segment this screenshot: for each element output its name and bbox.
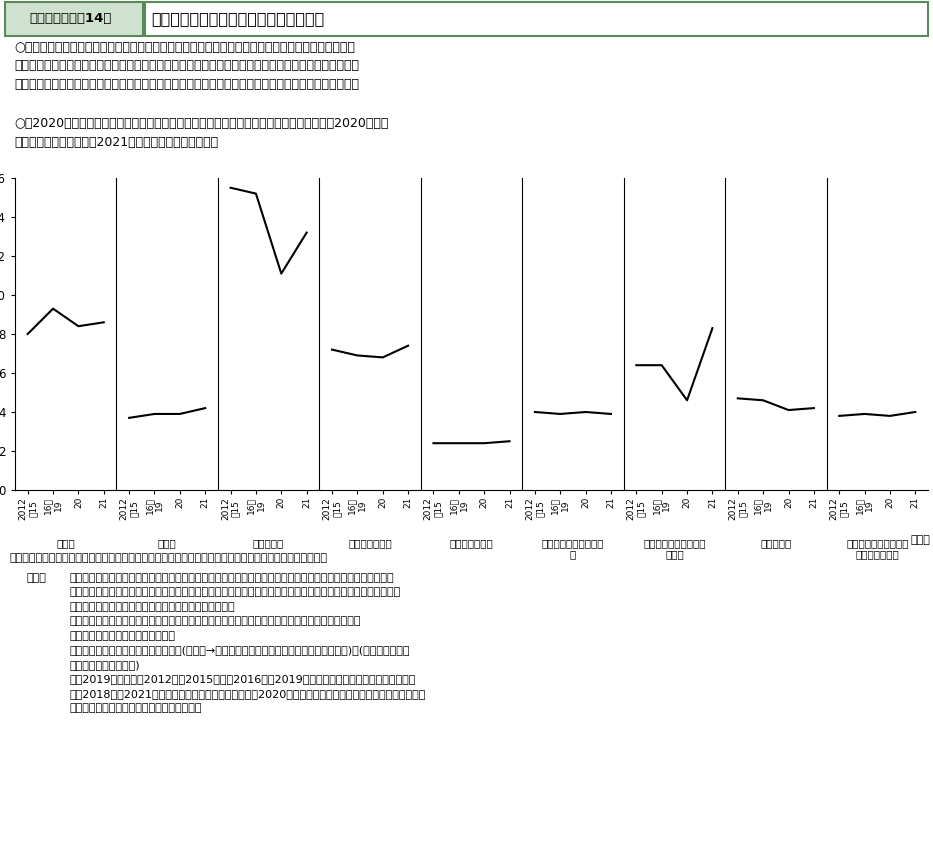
Text: 運輸業，郵便業: 運輸業，郵便業 bbox=[348, 538, 392, 548]
Bar bbox=[5, 2, 143, 36]
Text: サービス業（他に分類
されないもの）: サービス業（他に分類 されないもの） bbox=[846, 538, 909, 560]
Text: Ａ産業からＢ産業への移動性向＝(Ａ産業→Ｂ産業への転職者数／Ａ産業からの転職者数)／(Ｂ産業への転職: Ａ産業からＢ産業への移動性向＝(Ａ産業→Ｂ産業への転職者数／Ａ産業からの転職者数… bbox=[70, 645, 411, 656]
Text: ことで、Ａ産業からＢ産業へどの程度移動しやすいか（しにくいか）を示す指標であり、１を超えていると: ことで、Ａ産業からＢ産業へどの程度移動しやすいか（しにくいか）を示す指標であり、… bbox=[70, 588, 401, 598]
Text: 者数／総転職者数): 者数／総転職者数) bbox=[70, 660, 141, 670]
Text: １）労働移動性向は、Ａ産業からＢ産業への移動確率と、転職者全体のうちのＢ産業への移動確率の比を取る: １）労働移動性向は、Ａ産業からＢ産業への移動確率と、転職者全体のうちのＢ産業への… bbox=[70, 573, 395, 583]
Text: 医療，福祉: 医療，福祉 bbox=[760, 538, 791, 548]
Text: ２）移動性向は以下のように算出。: ２）移動性向は以下のように算出。 bbox=[70, 631, 176, 641]
Text: 情報通信業: 情報通信業 bbox=[253, 538, 285, 548]
Text: なお、転職者とは、就業者のうち前職のある者で、過去１年間に離職を経験した者をいう。: なお、転職者とは、就業者のうち前職のある者で、過去１年間に離職を経験した者をいう… bbox=[70, 616, 361, 627]
Text: 第２－（２）－14図: 第２－（２）－14図 bbox=[30, 12, 112, 25]
Text: 同一産業分類内での労働移動性向の推移: 同一産業分類内での労働移動性向の推移 bbox=[151, 11, 325, 25]
Text: 資料出所　総務省統計局「労働力調査（詳細集計）」をもとに厚生労働省政策統括官付政策統括室にて作成: 資料出所 総務省統計局「労働力調査（詳細集計）」をもとに厚生労働省政策統括官付政… bbox=[10, 553, 328, 563]
Text: ○　同一産業内への労働移動性向をみると、同一産業内での労働移動は他産業への労働移動と比較す
　ると行われやすく、いずれの産業においても１を超える水準となっている: ○ 同一産業内への労働移動性向をみると、同一産業内での労働移動は他産業への労働移… bbox=[14, 41, 359, 91]
Text: 宿泊業，飲食サービス
業: 宿泊業，飲食サービス 業 bbox=[542, 538, 605, 560]
Text: 卸売業，小売業: 卸売業，小売業 bbox=[450, 538, 494, 548]
Text: Ａ産業からＢ産業への移動がしやすいことを示す。: Ａ産業からＢ産業への移動がしやすいことを示す。 bbox=[70, 602, 236, 612]
Text: 生活関連サービス業，
娯楽業: 生活関連サービス業， 娯楽業 bbox=[643, 538, 705, 560]
Text: ○　2020年以降の動きをみると、「情報通信業」「生活関連サービス業，娯楽業」では、2020年に大
　きく低下したものの、2021年には再び上昇している。: ○ 2020年以降の動きをみると、「情報通信業」「生活関連サービス業，娯楽業」で… bbox=[14, 118, 388, 149]
Text: （注）: （注） bbox=[27, 573, 47, 583]
Text: ３）2019年以前は、2012年〜2015年及び2016年〜2019年の転職者数の平均値を用いて算出。: ３）2019年以前は、2012年〜2015年及び2016年〜2019年の転職者数… bbox=[70, 674, 416, 684]
Text: 準のベンチマーク人口に基づいた数値。: 準のベンチマーク人口に基づいた数値。 bbox=[70, 704, 202, 713]
Text: 建設業: 建設業 bbox=[56, 538, 75, 548]
Text: 製造業: 製造業 bbox=[158, 538, 176, 548]
Bar bbox=[145, 2, 928, 36]
Text: ４）2018年〜2021年のデータは、ベンチマーク人口を2020年国勢調査基準に切り替えたことに伴い、新基: ４）2018年〜2021年のデータは、ベンチマーク人口を2020年国勢調査基準に… bbox=[70, 689, 426, 699]
Text: （年）: （年） bbox=[910, 535, 930, 545]
